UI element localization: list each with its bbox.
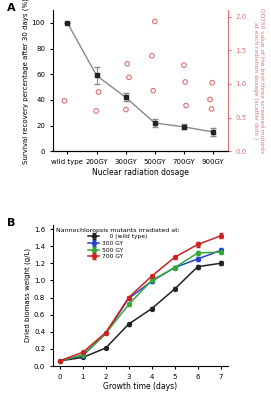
Point xyxy=(125,61,130,67)
Point xyxy=(209,106,214,112)
Text: A: A xyxy=(7,3,16,13)
Point xyxy=(183,79,187,85)
Point xyxy=(62,98,67,104)
X-axis label: Nuclear radiation dosage: Nuclear radiation dosage xyxy=(92,168,189,177)
Point xyxy=(184,102,188,109)
Point xyxy=(94,108,98,114)
Y-axis label: OD750 value of the best three screened mutants
at each radiation dosage (scatter: OD750 value of the best three screened m… xyxy=(253,8,264,153)
Point xyxy=(150,52,154,59)
Point xyxy=(124,106,128,113)
Y-axis label: Dried biomass weight (g/L): Dried biomass weight (g/L) xyxy=(25,248,31,342)
Legend:     0 (wild type), 300 GY, 500 GY, 700 GY: 0 (wild type), 300 GY, 500 GY, 700 GY xyxy=(55,226,181,261)
Point xyxy=(210,80,214,86)
Point xyxy=(151,88,155,94)
Point xyxy=(208,96,212,103)
Point xyxy=(182,62,186,68)
Y-axis label: Survival recovery percentage after 30 days (%): Survival recovery percentage after 30 da… xyxy=(22,0,29,164)
Point xyxy=(96,89,101,95)
Point xyxy=(127,74,131,80)
Point xyxy=(153,18,157,25)
Text: B: B xyxy=(7,218,16,228)
X-axis label: Growth time (days): Growth time (days) xyxy=(103,382,177,392)
